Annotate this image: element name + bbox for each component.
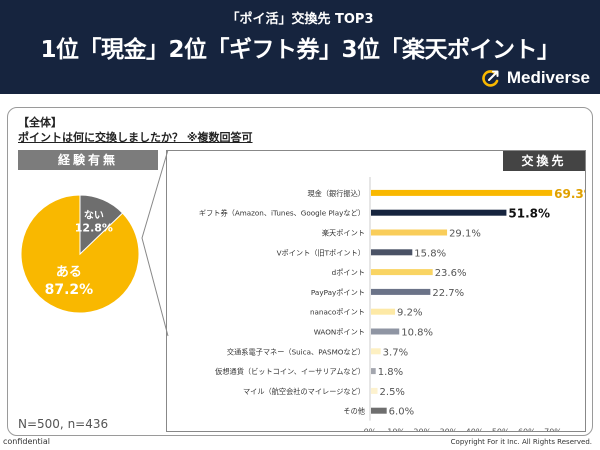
bar — [371, 269, 433, 276]
bar-value-label: 69.3% — [554, 187, 585, 201]
bar-value-label: 3.7% — [383, 347, 408, 358]
bar — [371, 308, 396, 315]
bar-value-label: 1.8% — [378, 367, 403, 378]
x-tick-label: 40% — [466, 428, 484, 431]
logo-text: Mediverse — [506, 68, 590, 87]
bar — [371, 407, 387, 414]
category-label: nanacoポイント — [310, 308, 365, 317]
category-label: 仮想通貨（ビットコイン、イーサリアムなど） — [215, 367, 365, 376]
bar-value-label: 9.2% — [397, 308, 422, 319]
bar-value-label: 29.1% — [449, 229, 481, 240]
bar-value-label: 10.8% — [401, 328, 433, 339]
bar-value-label: 22.7% — [432, 288, 464, 299]
c-arrow-icon — [482, 70, 499, 87]
scope-label: 【全体】 — [18, 116, 62, 129]
bar — [371, 328, 400, 335]
bar — [371, 209, 507, 216]
survey-panel: 【全体】 ポイントは何に交換しましたか？ ※複数回答可 経験有無 ある 87.2%… — [7, 107, 593, 436]
header-subtitle: 「ポイ活」交換先 TOP3 — [226, 12, 374, 27]
pie-slice-value: 87.2% — [45, 282, 94, 298]
category-label: 現金（銀行振込） — [307, 189, 365, 198]
bar-chart: 現金（銀行振込） 69.3% ギフト券（Amazon、iTunes、Google P… — [199, 177, 585, 431]
x-tick-label: 50% — [492, 428, 510, 431]
callout-connector — [141, 149, 169, 337]
bar-value-label: 23.6% — [435, 268, 467, 279]
bar — [371, 368, 376, 375]
pie-slice-value: 12.8% — [75, 221, 113, 234]
bar-value-label: 15.8% — [414, 248, 446, 259]
bar-value-label: 51.8% — [508, 207, 550, 221]
confidential-label: confidential — [3, 437, 50, 446]
pie-section-label: 経験有無 — [18, 150, 158, 170]
category-label: マイル（航空会社のマイレージなど） — [243, 387, 365, 396]
bar-value-label: 6.0% — [389, 407, 414, 418]
bar — [371, 229, 448, 236]
sample-size-note: N=500, n=436 — [18, 417, 109, 431]
bar-value-label: 2.5% — [380, 387, 405, 398]
bar-chart-box: 交換先 現金（銀行振込） 69.3% ギフト券（Amazon、iTunes、Goog… — [166, 150, 586, 432]
x-tick-label: 0% — [364, 428, 377, 431]
bar — [371, 387, 378, 394]
bar — [371, 288, 431, 295]
pie-slice-label: ない — [84, 209, 104, 221]
bar — [371, 249, 413, 256]
header-title: 1位「現金」2位「ギフト券」3位「楽天ポイント」 — [40, 37, 560, 63]
bar — [371, 189, 553, 196]
pie-slice-label: ある — [56, 265, 82, 280]
category-label: WAONポイント — [314, 328, 365, 337]
x-tick-label: 70% — [544, 428, 562, 431]
category-label: Vポイント（旧Tポイント） — [277, 248, 365, 257]
pie-slice — [79, 194, 124, 256]
category-label: その他 — [343, 407, 365, 416]
logo: Mediverse — [481, 67, 590, 89]
x-tick-label: 10% — [387, 428, 405, 431]
bar — [371, 348, 381, 355]
category-label: 楽天ポイント — [322, 229, 365, 238]
category-label: ギフト券（Amazon、iTunes、Google Playなど） — [199, 209, 365, 218]
x-tick-label: 60% — [518, 428, 536, 431]
category-label: 交通系電子マネー（Suica、PASMOなど） — [227, 347, 365, 356]
header-banner: 「ポイ活」交換先 TOP3 1位「現金」2位「ギフト券」3位「楽天ポイント」 M… — [0, 0, 600, 94]
x-tick-label: 20% — [413, 428, 431, 431]
question-text: ポイントは何に交換しましたか？ ※複数回答可 — [18, 131, 253, 144]
x-tick-label: 30% — [440, 428, 458, 431]
category-label: dポイント — [332, 268, 365, 277]
category-label: PayPayポイント — [311, 288, 365, 297]
bar-section-label: 交換先 — [503, 151, 585, 171]
copyright-text: Copyright For it Inc. All Rights Reserve… — [450, 438, 592, 446]
